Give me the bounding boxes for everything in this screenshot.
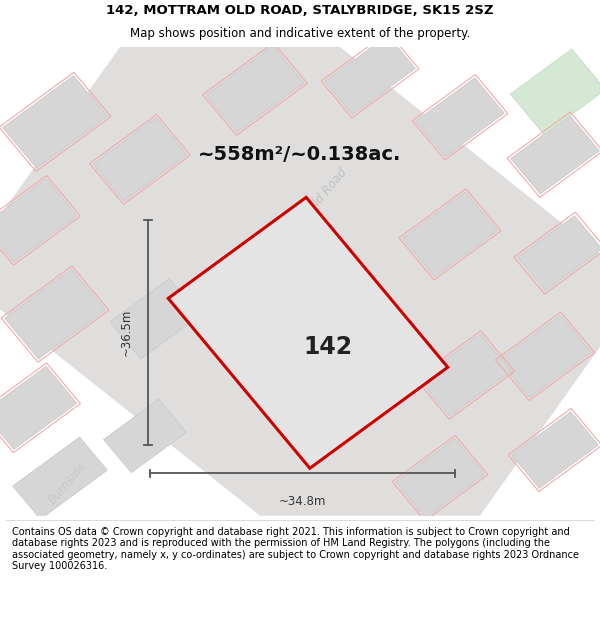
Polygon shape <box>511 116 599 194</box>
Polygon shape <box>518 216 600 291</box>
Polygon shape <box>395 439 484 518</box>
Polygon shape <box>403 192 497 277</box>
Text: 142: 142 <box>304 335 353 359</box>
Text: ~36.5m: ~36.5m <box>119 309 133 356</box>
Polygon shape <box>0 366 77 449</box>
Polygon shape <box>2 76 107 168</box>
Text: Contains OS data © Crown copyright and database right 2021. This information is : Contains OS data © Crown copyright and d… <box>12 526 579 571</box>
Text: ~34.8m: ~34.8m <box>279 495 326 508</box>
Polygon shape <box>416 78 505 156</box>
Polygon shape <box>13 437 107 519</box>
Polygon shape <box>168 198 448 468</box>
Polygon shape <box>110 279 200 359</box>
Text: Burnside: Burnside <box>46 459 89 507</box>
Polygon shape <box>325 35 415 115</box>
Text: Mottram Old Road: Mottram Old Road <box>271 166 350 256</box>
Text: 142, MOTTRAM OLD ROAD, STALYBRIDGE, SK15 2SZ: 142, MOTTRAM OLD ROAD, STALYBRIDGE, SK15… <box>106 4 494 17</box>
Polygon shape <box>499 315 591 398</box>
Text: Map shows position and indicative extent of the property.: Map shows position and indicative extent… <box>130 28 470 40</box>
Text: ~558m²/~0.138ac.: ~558m²/~0.138ac. <box>199 145 401 164</box>
Polygon shape <box>0 47 600 516</box>
Polygon shape <box>104 399 187 472</box>
Polygon shape <box>206 46 304 132</box>
Polygon shape <box>93 118 187 201</box>
Polygon shape <box>0 179 77 262</box>
Polygon shape <box>511 49 600 135</box>
Polygon shape <box>512 412 598 488</box>
Polygon shape <box>419 334 511 416</box>
Polygon shape <box>5 269 106 359</box>
